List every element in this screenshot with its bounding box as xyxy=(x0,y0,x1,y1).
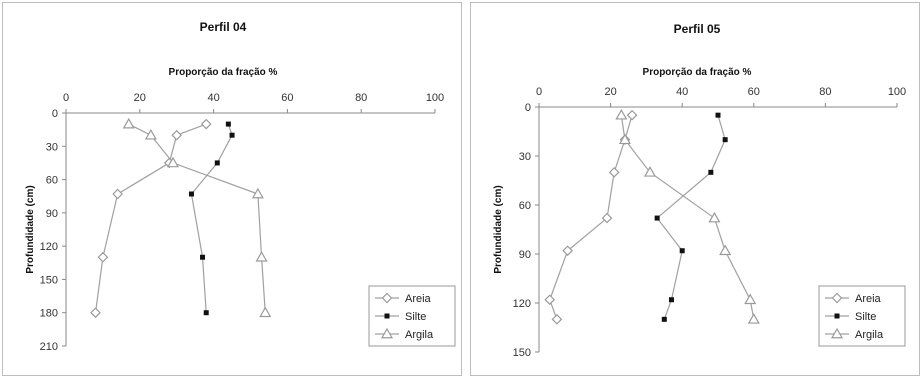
c0-y-tick-label: 90 xyxy=(46,208,58,220)
chart-panel-perfil-05: Perfil 05 Proporção da fração % Profundida… xyxy=(470,2,920,376)
c0-legend-marker-argila xyxy=(380,327,394,339)
c1-point-silte xyxy=(661,316,667,322)
c1-point-argila xyxy=(615,108,628,120)
c1-legend-label-areia: Areia xyxy=(855,293,882,305)
c0-y-tick-label: 210 xyxy=(40,341,58,353)
c0-point-areia xyxy=(200,118,212,130)
c1-point-argila xyxy=(747,313,760,324)
c0-legend-label-silte: Silte xyxy=(405,311,426,323)
c1-x-tick-label: 100 xyxy=(888,86,906,98)
c1-legend-marker-silte xyxy=(834,313,840,319)
c1-series-line-areia xyxy=(549,114,633,320)
c1-y-tick-label: 0 xyxy=(525,102,531,114)
c1-legend-label-argila: Argila xyxy=(855,329,884,341)
c1-point-silte xyxy=(654,215,660,221)
c0-series-line-areia xyxy=(94,123,207,313)
c1-chart-title: Perfil 05 xyxy=(674,22,721,36)
c0-point-argila xyxy=(166,156,180,168)
c0-x-tick-label: 80 xyxy=(355,92,367,104)
c1-point-argila xyxy=(643,166,657,177)
c1-x-tick-label: 60 xyxy=(748,86,760,98)
c0-point-areia xyxy=(97,251,109,263)
c0-point-argila xyxy=(122,117,135,129)
c1-point-argila xyxy=(744,293,757,305)
c0-point-argila xyxy=(259,306,272,318)
c0-point-areia xyxy=(171,129,183,141)
chart-perfil-05: Perfil 05 Proporção da fração % Profundida… xyxy=(493,22,906,359)
c1-point-areia xyxy=(601,212,613,224)
c0-legend-marker-silte xyxy=(384,313,390,319)
c0-y-tick-label: 30 xyxy=(46,141,58,153)
c1-point-silte xyxy=(715,112,721,118)
c1-point-argila xyxy=(618,133,631,145)
c0-point-silte xyxy=(200,254,206,260)
c1-x-tick-label: 20 xyxy=(604,86,616,98)
c1-x-axis-title: Proporção da fração % xyxy=(643,67,752,78)
c1-x-tick-label: 40 xyxy=(676,86,688,98)
c1-point-silte xyxy=(722,137,728,143)
chart-perfil-04: Perfil 04 Proporção da fração % Profundida… xyxy=(25,20,456,353)
chart-panel-perfil-04: Perfil 04 Proporção da fração % Profundida… xyxy=(2,2,462,376)
c1-point-silte xyxy=(708,169,714,175)
c1-x-tick-label: 80 xyxy=(819,86,831,98)
c0-y-tick-label: 0 xyxy=(52,108,58,120)
c0-series-line-argila xyxy=(128,123,266,313)
c1-point-argila xyxy=(708,211,721,223)
c0-point-areia xyxy=(90,307,101,319)
c1-point-areia xyxy=(544,294,556,306)
c0-x-tick-label: 20 xyxy=(134,92,146,104)
c1-point-areia xyxy=(626,109,638,121)
c0-point-argila xyxy=(144,128,157,140)
c0-x-tick-label: 60 xyxy=(281,92,293,104)
c1-y-tick-label: 90 xyxy=(519,249,531,261)
c1-point-argila xyxy=(719,244,732,256)
c1-y-tick-label: 150 xyxy=(513,347,531,359)
c0-x-tick-label: 100 xyxy=(426,92,444,104)
c1-point-areia xyxy=(608,166,620,178)
c0-point-silte xyxy=(203,310,209,316)
c0-x-tick-label: 40 xyxy=(207,92,219,104)
c0-point-silte xyxy=(214,160,220,166)
c0-legend-marker-areia xyxy=(381,292,393,304)
c1-y-axis-title: Profundidade (cm) xyxy=(493,185,504,273)
c0-point-silte xyxy=(188,191,194,197)
c0-legend-label-areia: Areia xyxy=(405,293,432,305)
c1-legend-marker-areia xyxy=(831,292,843,304)
c0-point-argila xyxy=(251,187,264,199)
c0-point-silte xyxy=(229,132,235,138)
c1-y-tick-label: 30 xyxy=(519,151,531,163)
c1-series-line-argila xyxy=(620,115,755,320)
c1-point-areia xyxy=(562,245,573,257)
c0-legend-label-argila: Argila xyxy=(405,329,434,341)
c0-chart-title: Perfil 04 xyxy=(200,20,247,34)
c1-point-areia xyxy=(551,313,563,325)
c0-series-line-silte xyxy=(190,123,233,313)
c1-legend-marker-argila xyxy=(830,327,844,339)
c1-point-silte xyxy=(679,248,685,254)
c0-point-silte xyxy=(225,121,231,127)
c1-point-silte xyxy=(668,297,674,303)
c1-legend-label-silte: Silte xyxy=(855,311,876,323)
c0-x-tick-label: 0 xyxy=(63,92,69,104)
c0-y-tick-label: 180 xyxy=(40,308,58,320)
c1-y-tick-label: 120 xyxy=(513,298,531,310)
c0-y-tick-label: 120 xyxy=(40,241,58,253)
c0-point-areia xyxy=(112,188,124,200)
c0-x-axis-title: Proporção da fração % xyxy=(169,67,278,78)
c1-y-tick-label: 60 xyxy=(519,200,531,212)
c0-y-tick-label: 60 xyxy=(46,175,58,187)
c0-y-tick-label: 150 xyxy=(40,274,58,286)
c1-x-tick-label: 0 xyxy=(536,86,542,98)
c0-y-axis-title: Profundidade (cm) xyxy=(25,185,36,273)
c0-point-argila xyxy=(255,251,268,262)
